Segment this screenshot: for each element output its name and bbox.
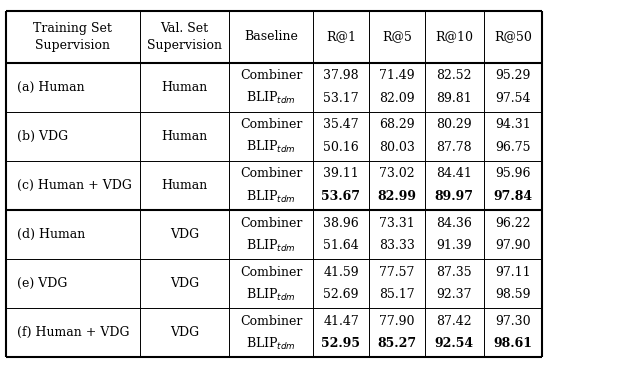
Text: 95.29: 95.29 <box>495 69 531 82</box>
Text: Human: Human <box>161 179 208 192</box>
Text: 82.52: 82.52 <box>436 69 472 82</box>
Text: 41.59: 41.59 <box>323 266 359 279</box>
Text: Combiner: Combiner <box>240 216 303 230</box>
Text: 97.84: 97.84 <box>494 190 533 203</box>
Text: 82.99: 82.99 <box>378 190 416 203</box>
Text: (d) Human: (d) Human <box>17 228 85 241</box>
Text: VDG: VDG <box>170 228 199 241</box>
Text: 35.47: 35.47 <box>323 118 359 131</box>
Text: (c) Human + VDG: (c) Human + VDG <box>17 179 131 192</box>
Text: 97.54: 97.54 <box>495 92 531 105</box>
Text: 53.67: 53.67 <box>322 190 360 203</box>
Text: Human: Human <box>161 81 208 93</box>
Text: VDG: VDG <box>170 277 199 290</box>
Text: BLIP$_{tdm}$: BLIP$_{tdm}$ <box>246 237 296 254</box>
Text: 73.02: 73.02 <box>379 167 415 180</box>
Text: BLIP$_{tdm}$: BLIP$_{tdm}$ <box>246 90 296 106</box>
Text: Val. Set
Supervision: Val. Set Supervision <box>147 22 222 52</box>
Text: 85.17: 85.17 <box>379 288 415 301</box>
Text: 52.95: 52.95 <box>322 337 360 350</box>
Text: 84.41: 84.41 <box>436 167 472 180</box>
Text: (e) VDG: (e) VDG <box>17 277 67 290</box>
Text: 50.16: 50.16 <box>323 141 359 154</box>
Text: 97.90: 97.90 <box>495 239 531 252</box>
Text: BLIP$_{tdm}$: BLIP$_{tdm}$ <box>246 188 296 205</box>
Text: R@50: R@50 <box>494 30 532 43</box>
Text: 87.42: 87.42 <box>436 315 472 328</box>
Text: Combiner: Combiner <box>240 69 303 82</box>
Text: Combiner: Combiner <box>240 266 303 279</box>
Text: (f) Human + VDG: (f) Human + VDG <box>17 326 130 339</box>
Text: 80.29: 80.29 <box>436 118 472 131</box>
Text: 73.31: 73.31 <box>379 216 415 230</box>
Text: BLIP$_{tdm}$: BLIP$_{tdm}$ <box>246 287 296 303</box>
Text: R@5: R@5 <box>382 30 412 43</box>
Text: 77.90: 77.90 <box>379 315 415 328</box>
Text: 96.75: 96.75 <box>495 141 531 154</box>
Text: 87.35: 87.35 <box>436 266 472 279</box>
Text: 84.36: 84.36 <box>436 216 472 230</box>
Text: R@1: R@1 <box>326 30 356 43</box>
Text: 52.69: 52.69 <box>323 288 359 301</box>
Text: 87.78: 87.78 <box>436 141 472 154</box>
Text: 94.31: 94.31 <box>495 118 531 131</box>
Text: VDG: VDG <box>170 326 199 339</box>
Text: 53.17: 53.17 <box>323 92 359 105</box>
Text: 39.11: 39.11 <box>323 167 359 180</box>
Text: Training Set
Supervision: Training Set Supervision <box>33 22 112 52</box>
Text: Combiner: Combiner <box>240 315 303 328</box>
Text: 80.03: 80.03 <box>379 141 415 154</box>
Text: 77.57: 77.57 <box>379 266 415 279</box>
Text: 38.96: 38.96 <box>323 216 359 230</box>
Text: 85.27: 85.27 <box>377 337 417 350</box>
Text: 41.47: 41.47 <box>323 315 359 328</box>
Text: 68.29: 68.29 <box>379 118 415 131</box>
Text: (a) Human: (a) Human <box>17 81 84 93</box>
Text: 37.98: 37.98 <box>323 69 359 82</box>
Text: 92.54: 92.54 <box>435 337 474 350</box>
Text: 98.61: 98.61 <box>494 337 533 350</box>
Text: 91.39: 91.39 <box>436 239 472 252</box>
Text: 98.59: 98.59 <box>495 288 531 301</box>
Text: Combiner: Combiner <box>240 118 303 131</box>
Text: 82.09: 82.09 <box>379 92 415 105</box>
Text: 96.22: 96.22 <box>495 216 531 230</box>
Text: 95.96: 95.96 <box>495 167 531 180</box>
Text: 97.11: 97.11 <box>495 266 531 279</box>
Text: 51.64: 51.64 <box>323 239 359 252</box>
Text: 89.97: 89.97 <box>435 190 474 203</box>
Text: 97.30: 97.30 <box>495 315 531 328</box>
Text: 92.37: 92.37 <box>436 288 472 301</box>
Text: 71.49: 71.49 <box>379 69 415 82</box>
Text: 89.81: 89.81 <box>436 92 472 105</box>
Text: Baseline: Baseline <box>244 30 298 43</box>
Text: 83.33: 83.33 <box>379 239 415 252</box>
Text: R@10: R@10 <box>435 30 473 43</box>
Text: BLIP$_{tdm}$: BLIP$_{tdm}$ <box>246 139 296 156</box>
Text: Human: Human <box>161 130 208 143</box>
Text: (b) VDG: (b) VDG <box>17 130 68 143</box>
Text: BLIP$_{tdm}$: BLIP$_{tdm}$ <box>246 336 296 352</box>
Text: Combiner: Combiner <box>240 167 303 180</box>
